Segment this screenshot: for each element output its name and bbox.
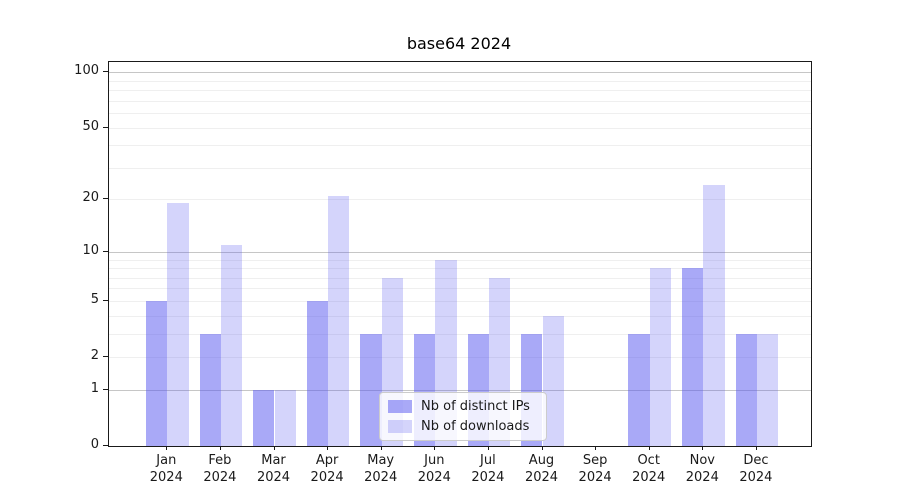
major-gridline (109, 389, 811, 391)
x-tick (434, 446, 436, 450)
legend-swatch-downloads (388, 420, 412, 433)
x-tick-label: Jun 2024 (417, 453, 451, 485)
y-tick-label: 5 (90, 291, 99, 307)
major-gridline (109, 251, 811, 253)
bar-distinct-ips-Feb (199, 333, 221, 446)
legend-swatch-distinct-ips (388, 400, 412, 413)
minor-gridline (109, 167, 811, 169)
legend-label-downloads: Nb of downloads (421, 419, 530, 434)
y-tick (103, 445, 108, 446)
minor-gridline (109, 100, 811, 102)
x-tick-label: Feb 2024 (203, 453, 237, 485)
x-tick-label: Jan 2024 (149, 453, 183, 485)
bar-downloads-Nov (703, 185, 725, 446)
x-tick (487, 446, 489, 450)
minor-gridline (109, 145, 811, 147)
legend-item-downloads: Nb of downloads (388, 419, 538, 434)
y-tick (103, 388, 108, 390)
bar-downloads-Oct (649, 268, 672, 446)
x-tick-label: Jul 2024 (471, 453, 505, 485)
x-tick-label: May 2024 (364, 453, 398, 485)
y-tick (103, 198, 108, 200)
legend-label-distinct-ips: Nb of distinct IPs (421, 399, 530, 414)
chart-title: base64 2024 (406, 34, 512, 53)
x-tick (380, 446, 382, 450)
bar-distinct-ips-Dec (735, 333, 757, 446)
y-tick (103, 299, 108, 301)
minor-gridline (109, 357, 811, 358)
x-tick (327, 446, 329, 450)
legend-item-distinct-ips: Nb of distinct IPs (388, 399, 538, 414)
bar-distinct-ips-May (360, 333, 382, 446)
plot-area: Nb of distinct IPs Nb of downloads (108, 61, 812, 447)
y-tick-label: 50 (82, 118, 99, 134)
legend: Nb of distinct IPs Nb of downloads (379, 392, 547, 441)
bar-distinct-ips-Jan (145, 300, 168, 446)
minor-gridline (109, 333, 811, 335)
x-tick-label: Dec 2024 (739, 453, 773, 485)
bar-downloads-Dec (756, 333, 779, 446)
minor-gridline (109, 288, 811, 290)
major-gridline (109, 72, 811, 74)
bar-distinct-ips-Mar (253, 389, 275, 446)
y-tick (103, 250, 108, 252)
x-tick (541, 446, 543, 450)
y-tick (103, 356, 108, 357)
y-tick-label: 20 (82, 190, 99, 206)
bar-downloads-Jan (167, 203, 189, 446)
x-tick (595, 446, 597, 450)
y-tick-label: 1 (90, 380, 99, 396)
x-tick (702, 446, 704, 450)
y-tick (103, 126, 108, 128)
minor-gridline (109, 259, 811, 261)
x-tick-label: Apr 2024 (310, 453, 344, 485)
bar-distinct-ips-Oct (628, 333, 650, 446)
y-tick (103, 71, 108, 73)
minor-gridline (109, 199, 811, 201)
y-tick-label: 0 (90, 437, 99, 452)
bar-distinct-ips-Nov (681, 268, 704, 446)
x-tick (166, 446, 168, 450)
x-tick (755, 446, 757, 450)
minor-gridline (109, 277, 811, 279)
minor-gridline (109, 300, 811, 302)
x-tick-label: Sep 2024 (578, 453, 612, 485)
bar-downloads-Mar (274, 389, 296, 446)
bar-distinct-ips-Apr (306, 300, 329, 446)
bar-downloads-Apr (328, 195, 350, 446)
x-tick (648, 446, 650, 450)
y-tick-label: 100 (74, 63, 99, 79)
x-tick (273, 446, 275, 450)
minor-gridline (109, 268, 811, 269)
y-tick-label: 2 (90, 348, 99, 363)
x-tick-label: Aug 2024 (524, 453, 559, 485)
minor-gridline (109, 113, 811, 114)
bar-downloads-Aug (542, 315, 564, 446)
minor-gridline (109, 90, 811, 92)
x-tick-label: Nov 2024 (685, 453, 719, 485)
bar-downloads-Feb (220, 244, 243, 446)
minor-gridline (109, 80, 811, 82)
minor-gridline (109, 315, 811, 317)
minor-gridline (109, 127, 811, 129)
y-tick-label: 10 (82, 242, 99, 258)
x-tick-label: Oct 2024 (632, 453, 666, 485)
x-tick (219, 446, 221, 450)
x-tick-label: Mar 2024 (256, 453, 291, 485)
